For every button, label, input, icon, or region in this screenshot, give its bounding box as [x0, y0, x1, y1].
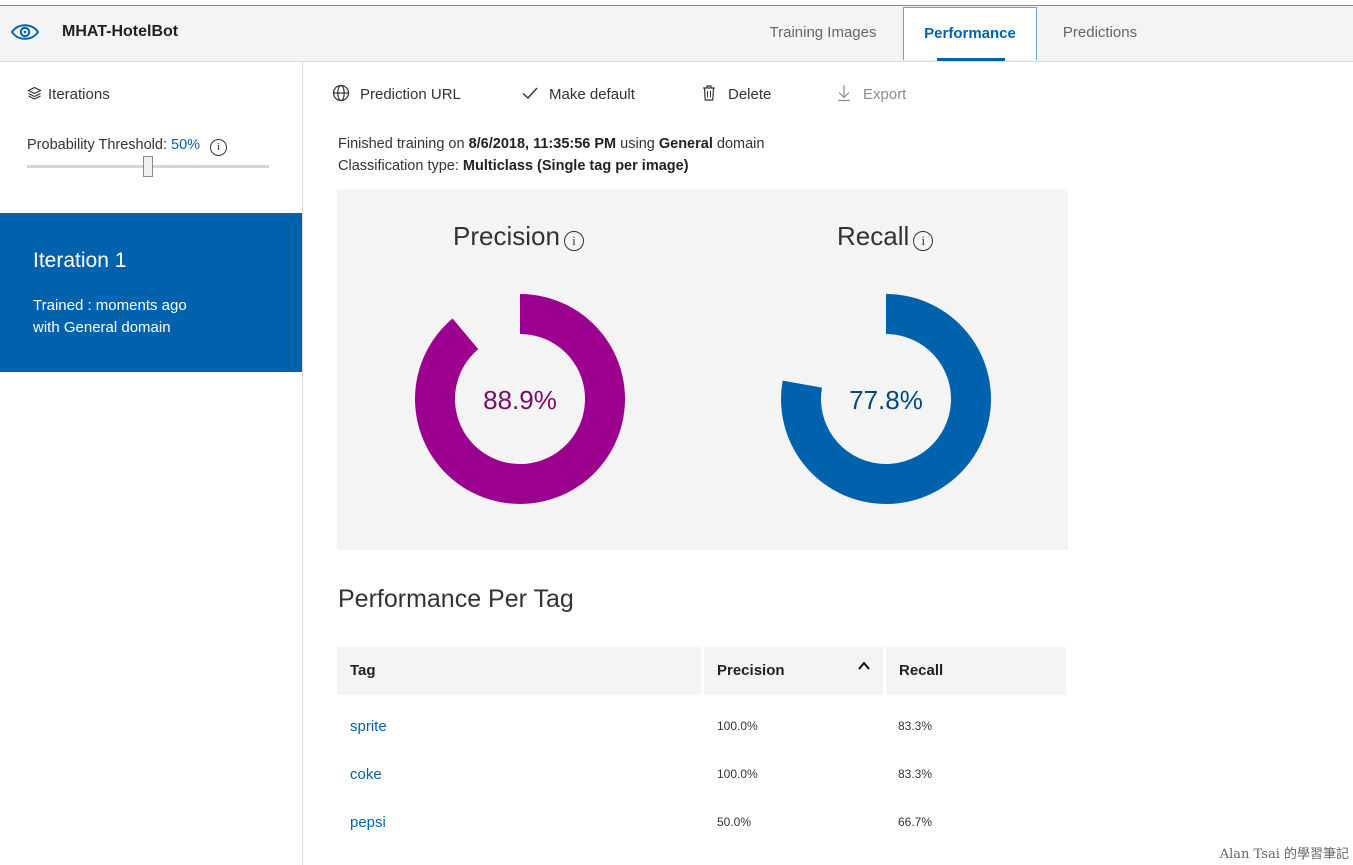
make-default-button[interactable]: Make default	[521, 84, 635, 103]
watermark-text: Alan Tsai 的學習筆記	[1219, 847, 1349, 862]
precision-value: 88.9%	[483, 385, 557, 415]
export-label: Export	[863, 86, 907, 103]
iteration-card[interactable]: Iteration 1 Trained : moments ago with G…	[0, 213, 302, 372]
iterations-label: Iterations	[48, 86, 110, 103]
info-icon[interactable]: i	[563, 231, 584, 251]
threshold-slider-thumb[interactable]	[143, 156, 153, 177]
recall-title: Recall i	[837, 221, 934, 252]
metrics-panel: Precision i Recall i 88.9% 77.8%	[337, 189, 1068, 550]
info-icon[interactable]: i	[210, 139, 228, 156]
precision-title-text: Precision	[453, 221, 560, 251]
delete-button[interactable]: Delete	[700, 84, 771, 103]
tag-recall: 66.7%	[898, 815, 933, 829]
recall-title-text: Recall	[837, 221, 910, 251]
checkmark-icon	[522, 87, 538, 99]
table-row: pepsi 50.0% 66.7%	[337, 800, 1067, 848]
table-header: Tag Precision Recall	[337, 647, 1067, 695]
precision-title: Precision i	[453, 221, 584, 252]
layers-icon	[27, 86, 42, 100]
threshold-label-row: Probability Threshold: 50% i	[27, 137, 228, 156]
column-header-tag[interactable]: Tag	[337, 647, 701, 695]
iteration-trained-text: Trained : moments ago	[33, 297, 187, 314]
threshold-value: 50%	[171, 137, 201, 153]
training-prefix: Finished training on	[338, 136, 465, 152]
training-domain-suffix: domain	[716, 136, 765, 152]
tab-predictions[interactable]: Predictions	[1062, 24, 1138, 41]
training-date: 8/6/2018, 11:35:56 PM	[468, 136, 617, 152]
iterations-header: Iterations	[27, 86, 110, 103]
tag-link-coke[interactable]: coke	[350, 766, 382, 783]
tag-recall: 83.3%	[898, 719, 933, 733]
tab-training-images[interactable]: Training Images	[769, 24, 877, 41]
iteration-details: Trained : moments ago with General domai…	[33, 295, 187, 339]
tag-link-pepsi[interactable]: pepsi	[350, 814, 386, 831]
precision-donut: 88.9%	[414, 293, 626, 505]
download-icon	[838, 85, 850, 102]
precision-donut-chart	[415, 294, 625, 504]
window-top-border	[0, 0, 1353, 6]
app-header: MHAT-HotelBot Training Images Performanc…	[0, 6, 1353, 62]
table-row: sprite 100.0% 83.3%	[337, 704, 1067, 752]
classification-prefix: Classification type:	[338, 158, 459, 174]
recall-arc	[781, 294, 991, 504]
classification-type-text: Classification type: Multiclass (Single …	[338, 158, 689, 174]
tab-performance-label: Performance	[924, 25, 1016, 42]
info-icon[interactable]: i	[913, 231, 934, 251]
classification-value: Multiclass (Single tag per image)	[462, 158, 689, 174]
active-tab-underline	[937, 58, 1005, 61]
training-using: using	[620, 136, 655, 152]
prediction-url-label: Prediction URL	[360, 86, 461, 103]
column-header-precision[interactable]: Precision	[704, 647, 883, 695]
tag-recall: 83.3%	[898, 767, 933, 781]
globe-icon	[332, 84, 350, 102]
tab-performance[interactable]: Performance	[903, 7, 1037, 61]
recall-donut-chart	[781, 294, 991, 504]
prediction-url-button[interactable]: Prediction URL	[332, 84, 461, 103]
eye-logo-icon	[10, 24, 40, 40]
iteration-name: Iteration 1	[33, 249, 127, 272]
precision-arc	[415, 294, 625, 504]
tag-precision: 100.0%	[717, 719, 758, 733]
table-row: coke 100.0% 83.3%	[337, 752, 1067, 800]
trash-icon	[703, 85, 715, 101]
make-default-label: Make default	[549, 86, 635, 103]
tag-link-sprite[interactable]: sprite	[350, 718, 387, 735]
training-finished-text: Finished training on 8/6/2018, 11:35:56 …	[338, 136, 764, 152]
app-title: MHAT-HotelBot	[62, 23, 179, 40]
export-button[interactable]: Export	[835, 84, 906, 103]
tag-precision: 50.0%	[717, 815, 752, 829]
delete-label: Delete	[728, 86, 772, 103]
recall-donut: 77.8%	[780, 293, 992, 505]
performance-per-tag-title: Performance Per Tag	[338, 585, 574, 613]
column-header-recall[interactable]: Recall	[886, 647, 1066, 695]
tag-precision: 100.0%	[717, 767, 758, 781]
iterations-sidebar: Iterations Probability Threshold: 50% i …	[0, 62, 303, 865]
column-header-precision-label: Precision	[717, 662, 785, 679]
recall-value: 77.8%	[849, 385, 923, 415]
sort-ascending-icon	[858, 661, 870, 670]
iteration-domain-text: with General domain	[33, 319, 171, 336]
training-domain: General	[658, 136, 713, 152]
threshold-label: Probability Threshold:	[27, 137, 167, 153]
